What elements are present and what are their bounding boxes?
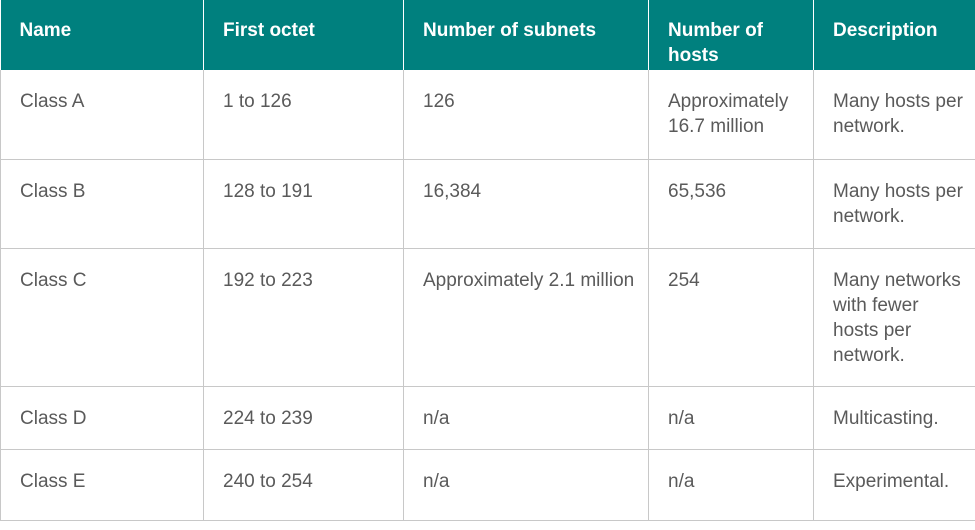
cell-number-of-hosts: 254 <box>648 248 814 387</box>
table-row: Class B 128 to 191 16,384 65,536 Many ho… <box>0 159 975 249</box>
cell-number-of-subnets: n/a <box>403 386 649 450</box>
cell-name: Class E <box>0 449 204 521</box>
column-header-number-of-hosts: Number of hosts <box>648 0 814 70</box>
cell-name: Class A <box>0 70 204 160</box>
table-row: Class C 192 to 223 Approximately 2.1 mil… <box>0 248 975 387</box>
cell-description: Many hosts per network. <box>813 70 975 160</box>
cell-number-of-hosts: 65,536 <box>648 159 814 249</box>
table-row: Class E 240 to 254 n/a n/a Experimental. <box>0 449 975 521</box>
cell-description: Many networks with fewer hosts per netwo… <box>813 248 975 387</box>
cell-description: Experimental. <box>813 449 975 521</box>
cell-name: Class D <box>0 386 204 450</box>
cell-number-of-subnets: n/a <box>403 449 649 521</box>
cell-first-octet: 240 to 254 <box>203 449 404 521</box>
cell-description: Multicasting. <box>813 386 975 450</box>
cell-first-octet: 1 to 126 <box>203 70 404 160</box>
cell-first-octet: 128 to 191 <box>203 159 404 249</box>
cell-first-octet: 224 to 239 <box>203 386 404 450</box>
column-header-description: Description <box>813 0 975 70</box>
cell-number-of-subnets: Approximately 2.1 million <box>403 248 649 387</box>
cell-number-of-subnets: 126 <box>403 70 649 160</box>
cell-number-of-hosts: Approximately 16.7 million <box>648 70 814 160</box>
cell-description: Many hosts per network. <box>813 159 975 249</box>
cell-number-of-subnets: 16,384 <box>403 159 649 249</box>
table-row: Class D 224 to 239 n/a n/a Multicasting. <box>0 386 975 450</box>
cell-number-of-hosts: n/a <box>648 386 814 450</box>
column-header-name: Name <box>0 0 204 70</box>
column-header-number-of-subnets: Number of subnets <box>403 0 649 70</box>
cell-name: Class B <box>0 159 204 249</box>
table-header-row: Name First octet Number of subnets Numbe… <box>0 0 975 70</box>
table-row: Class A 1 to 126 126 Approximately 16.7 … <box>0 70 975 160</box>
cell-name: Class C <box>0 248 204 387</box>
column-header-first-octet: First octet <box>203 0 404 70</box>
cell-first-octet: 192 to 223 <box>203 248 404 387</box>
cell-number-of-hosts: n/a <box>648 449 814 521</box>
